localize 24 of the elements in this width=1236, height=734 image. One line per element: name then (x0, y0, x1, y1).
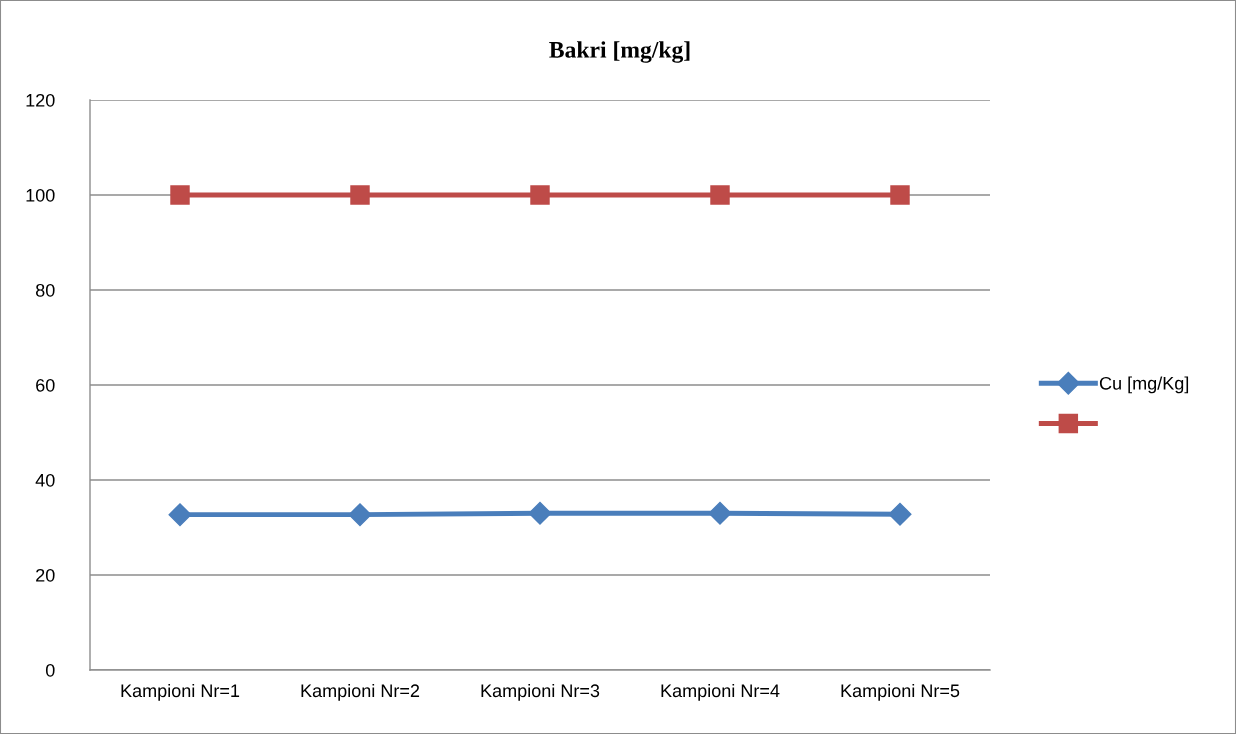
legend-label: Cu [mg/Kg] (1099, 376, 1189, 394)
point (170, 185, 190, 205)
y-tick-label: 40 (35, 473, 55, 487)
point (708, 501, 732, 525)
x-tick-label: Kampioni Nr=3 (481, 683, 600, 701)
point (530, 185, 550, 205)
point (888, 502, 912, 526)
point (350, 185, 370, 205)
y-tick-label: 80 (35, 283, 55, 297)
chart-title: Bakri [mg/kg] (549, 41, 690, 63)
y-tick-label: 120 (26, 93, 55, 107)
x-tick-label: Kampioni Nr=4 (661, 683, 780, 701)
x-tick-label: Kampioni Nr=5 (841, 683, 960, 701)
x-tick-label: Kampioni Nr=1 (121, 683, 240, 701)
y-tick-label: 100 (26, 188, 55, 202)
point (890, 185, 910, 205)
x-tick-label: Kampioni Nr=2 (301, 683, 420, 701)
y-tick-label: 20 (36, 568, 55, 582)
y-tick-label: 60 (36, 378, 55, 392)
point (528, 501, 552, 525)
point (710, 185, 730, 205)
y-tick-label: 0 (45, 663, 55, 677)
point (348, 503, 372, 527)
point (168, 503, 192, 527)
